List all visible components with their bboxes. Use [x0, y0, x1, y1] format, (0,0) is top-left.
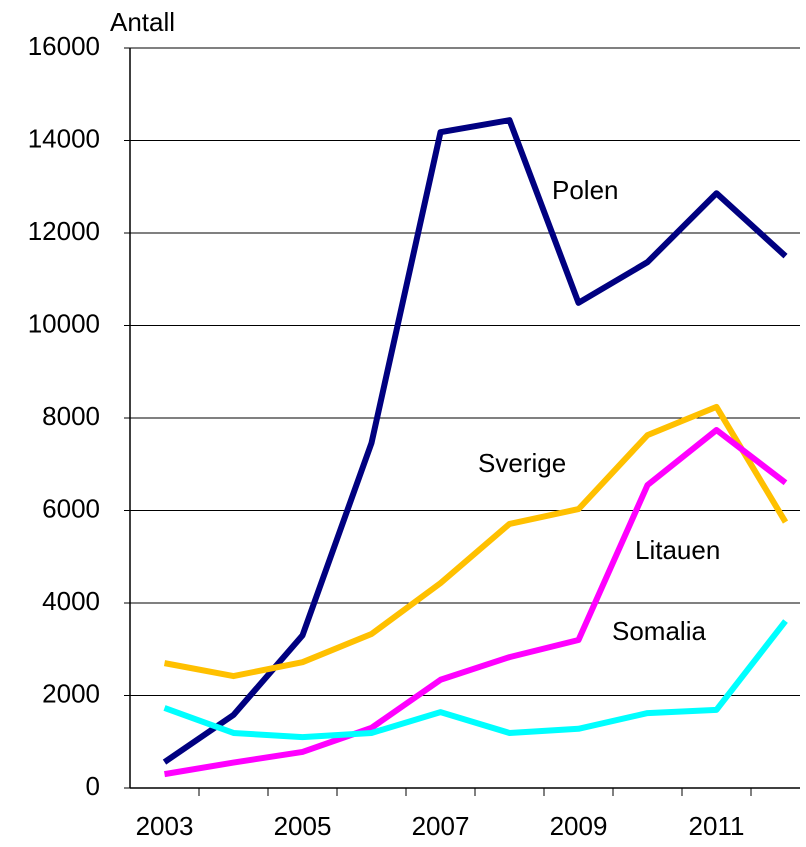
x-tick-label: 2003	[136, 811, 194, 841]
y-tick-label: 0	[86, 771, 100, 801]
x-tick-label: 2009	[550, 811, 608, 841]
series-label: Somalia	[612, 616, 706, 646]
x-tick-label: 2007	[412, 811, 470, 841]
y-tick-label: 14000	[28, 123, 100, 153]
y-tick-label: 8000	[42, 401, 100, 431]
y-tick-label: 2000	[42, 678, 100, 708]
y-tick-label: 4000	[42, 586, 100, 616]
series-line	[163, 403, 789, 680]
x-tick-label: 2005	[274, 811, 332, 841]
y-tick-label: 6000	[42, 493, 100, 523]
x-tick-label: 2011	[689, 811, 745, 841]
series-label: Polen	[552, 175, 619, 205]
y-tick-label: 12000	[28, 216, 100, 246]
series-line	[163, 619, 788, 741]
y-axis-label: Antall	[110, 7, 175, 37]
y-tick-label: 10000	[28, 308, 100, 338]
series-label: Litauen	[635, 535, 720, 565]
series-line	[164, 427, 788, 778]
y-tick-label: 16000	[28, 31, 100, 61]
series-label: Sverige	[478, 448, 566, 478]
series-line	[162, 117, 788, 765]
